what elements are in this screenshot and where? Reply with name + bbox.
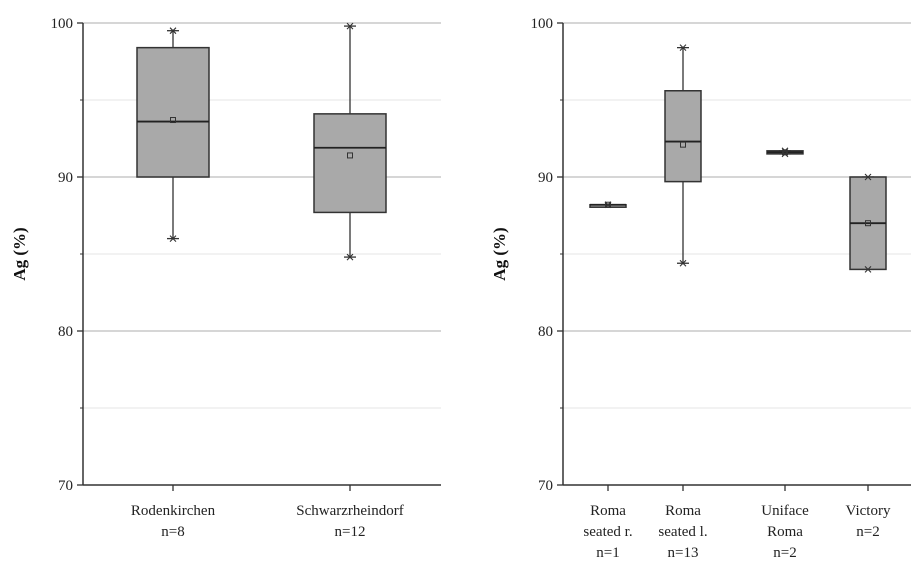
x-category-label: Victory [846,503,891,519]
iqr-box [136,46,210,178]
mean-marker [782,149,788,156]
x-category-label: seated l. [658,524,707,540]
y-tick-label: 80 [58,324,73,340]
y-tick-label: 100 [51,16,74,32]
y-tick-label: 90 [58,170,73,186]
x-category-label: n=1 [596,545,619,561]
max-marker [864,173,872,181]
max-marker [679,44,687,52]
mean-marker [347,152,353,159]
x-category-label: Rodenkirchen [131,503,216,519]
min-marker [679,259,687,267]
y-tick-label: 70 [538,478,553,494]
y-tick-label: 100 [531,16,554,32]
x-category-label: n=12 [335,524,366,540]
chart-panel-2: 70 80 90 100 Ag (%) Roma seated r. n=1 Roma seate… [490,16,911,561]
y-tick-label: 70 [58,478,73,494]
min-marker [346,253,354,261]
x-category-label: Roma [767,524,803,540]
iqr-box [664,90,702,183]
min-marker [604,201,612,209]
y-axis-title: Ag (%) [10,227,29,280]
y-tick-label: 90 [538,170,553,186]
x-category-label: n=2 [856,524,879,540]
mean-marker [605,201,611,208]
x-category-label: n=8 [161,524,184,540]
x-category-label: n=13 [668,545,699,561]
x-category-label: seated r. [583,524,632,540]
x-category-label: Roma [590,503,626,519]
chart-panel-1: 70 80 90 100 Ag (%) Rodenkirchen n=8 Schwarzrhe… [10,16,441,540]
max-marker [346,22,354,30]
x-category-label: Roma [665,503,701,519]
mean-marker [680,141,686,148]
y-tick-label: 80 [538,324,553,340]
iqr-box [313,113,387,214]
max-marker [781,147,789,155]
x-category-label: Schwarzrheindorf [296,503,403,519]
min-marker [169,235,177,242]
max-marker [169,27,177,35]
min-marker [781,150,789,158]
x-category-label: n=2 [773,545,796,561]
x-category-label: Uniface [761,503,809,519]
min-marker [864,266,872,273]
mean-marker [170,117,176,124]
mean-marker [865,220,871,227]
y-axis-title: Ag (%) [490,227,509,280]
